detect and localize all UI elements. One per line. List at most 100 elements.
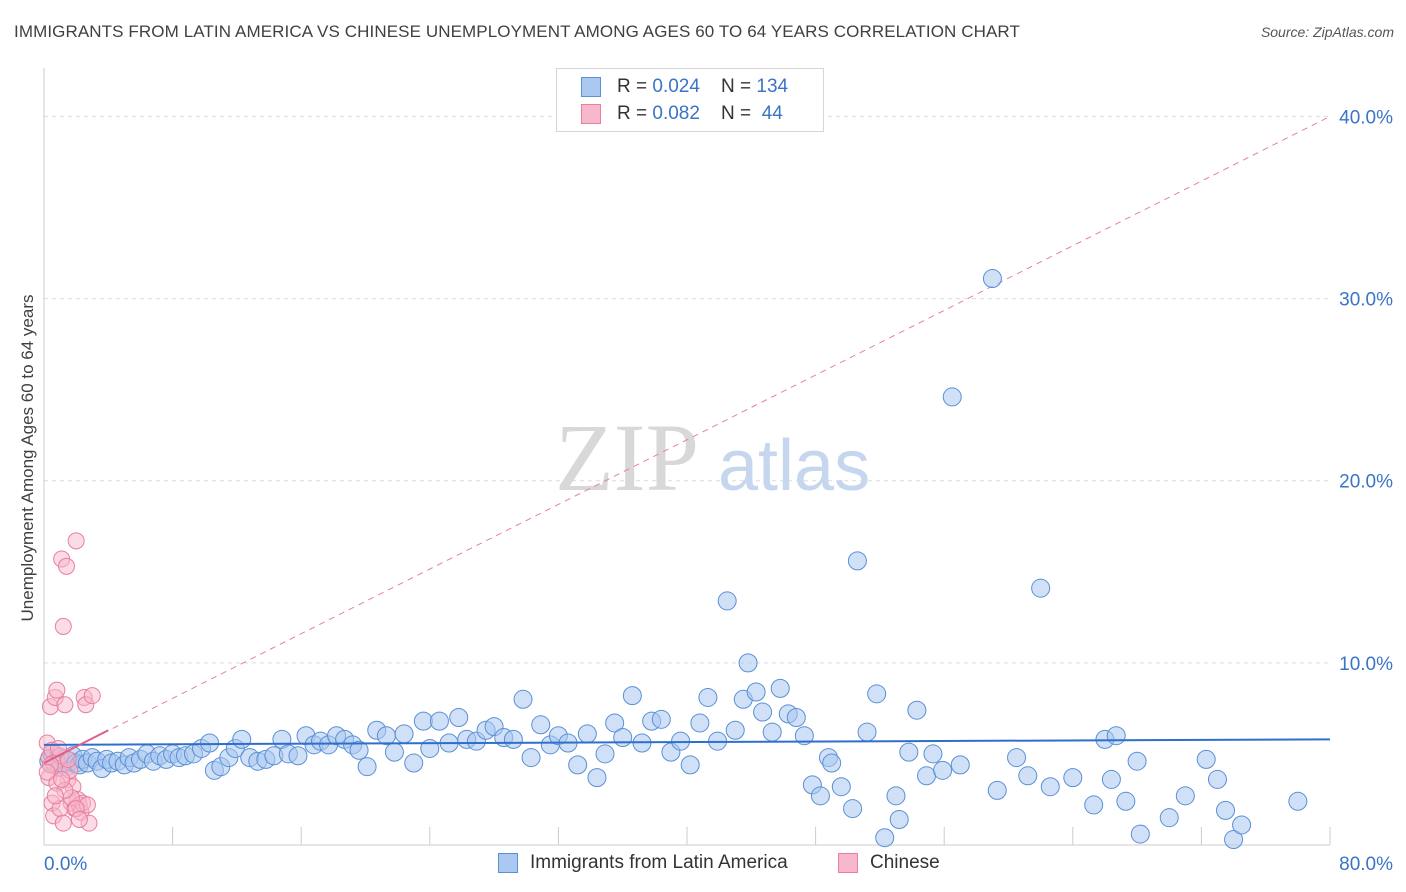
latin-america-point xyxy=(786,708,806,727)
latin-america-point xyxy=(1224,830,1244,850)
latin-america-point xyxy=(987,780,1007,800)
chinese-point xyxy=(83,687,101,705)
bottom-legend-label: Immigrants from Latin America xyxy=(530,852,788,873)
latin-america-point xyxy=(867,684,887,704)
latin-america-point xyxy=(1018,766,1038,786)
chinese-point xyxy=(54,814,72,832)
latin-america-point xyxy=(907,700,927,720)
latin-america-point xyxy=(613,728,633,748)
latin-america-point xyxy=(794,726,814,746)
data-points xyxy=(38,269,1331,850)
latin-america-point xyxy=(394,724,414,744)
chinese-point xyxy=(56,696,74,714)
watermark-atlas: atlas xyxy=(718,426,870,506)
latin-america-point xyxy=(1007,748,1027,768)
latin-america-trend-line xyxy=(43,738,1331,746)
latin-america-point xyxy=(1116,791,1136,811)
latin-america-point xyxy=(622,686,642,706)
latin-america-point xyxy=(1084,795,1104,815)
latin-america-point xyxy=(503,729,523,749)
latin-america-point xyxy=(1130,824,1150,844)
legend-swatch-blue xyxy=(581,77,601,97)
latin-america-point xyxy=(1031,578,1051,598)
latin-america-point xyxy=(449,708,469,727)
tick-labels: 10.0% 20.0% 30.0% 40.0% 0.0% 80.0% xyxy=(44,107,1393,875)
latin-america-point xyxy=(605,713,625,733)
legend-swatch-pink xyxy=(581,104,601,124)
latin-america-point xyxy=(577,724,597,744)
latin-america-point xyxy=(521,748,541,768)
latin-america-point xyxy=(923,744,943,764)
latin-america-point xyxy=(738,653,758,673)
latin-america-point xyxy=(762,722,782,742)
latin-america-point xyxy=(1175,786,1195,806)
latin-america-point xyxy=(933,760,953,780)
latin-america-point xyxy=(1232,815,1252,835)
latin-america-point xyxy=(413,711,433,731)
latin-america-point xyxy=(429,711,449,731)
latin-america-point xyxy=(1040,777,1060,797)
bottom-legend-swatch-pink xyxy=(838,853,858,873)
latin-america-point xyxy=(847,551,867,571)
latin-america-point xyxy=(232,729,252,749)
latin-america-point xyxy=(917,766,937,786)
legend-r-label: R = xyxy=(617,103,653,124)
latin-america-point xyxy=(770,678,790,698)
latin-america-point xyxy=(875,828,895,848)
latin-america-point xyxy=(1106,726,1126,746)
latin-america-point xyxy=(942,387,962,407)
latin-america-point xyxy=(717,591,737,611)
latin-america-point xyxy=(690,713,710,733)
legend-r-label: R = xyxy=(617,76,653,97)
watermark-zip: ZIP xyxy=(555,404,699,511)
chinese-point xyxy=(53,770,71,788)
latin-america-point xyxy=(753,702,773,722)
latin-america-point xyxy=(1063,768,1083,788)
latin-america-point xyxy=(1288,791,1308,811)
latin-america-point xyxy=(746,682,766,702)
latin-america-point xyxy=(1196,749,1216,769)
stats-legend: R = 0.024 N = 134 R = 0.082 N = 44 xyxy=(556,68,824,132)
x-tick-label: 80.0% xyxy=(1339,854,1393,875)
latin-america-point xyxy=(595,744,615,764)
latin-america-point xyxy=(349,740,369,760)
latin-america-point xyxy=(899,742,919,762)
legend-n-value: 44 xyxy=(756,103,783,124)
trend-lines xyxy=(43,115,1331,764)
grid-lines xyxy=(44,115,1330,664)
chart-title: IMMIGRANTS FROM LATIN AMERICA VS CHINESE… xyxy=(14,22,1020,41)
legend-r-value: 0.024 xyxy=(652,76,700,97)
latin-america-point xyxy=(982,269,1002,289)
latin-america-point xyxy=(843,799,863,819)
latin-america-point xyxy=(404,753,424,773)
y-tick-label: 20.0% xyxy=(1339,472,1393,493)
chinese-point xyxy=(49,739,67,757)
latin-america-point xyxy=(568,755,588,775)
legend-r-value: 0.082 xyxy=(652,103,700,124)
latin-america-point xyxy=(651,709,671,729)
latin-america-point xyxy=(587,768,607,788)
legend-n-label: N = xyxy=(721,103,757,124)
latin-america-point xyxy=(886,786,906,806)
bottom-legend-swatch-blue xyxy=(498,853,518,873)
latin-america-point xyxy=(531,715,551,735)
chinese-point xyxy=(46,787,64,805)
chinese-point xyxy=(38,763,56,781)
latin-america-point xyxy=(376,726,396,746)
latin-america-point xyxy=(513,689,533,709)
legend-n-label: N = xyxy=(721,76,757,97)
y-tick-label: 30.0% xyxy=(1339,290,1393,311)
chinese-extended-trend-line xyxy=(43,115,1331,764)
x-tick-label: 0.0% xyxy=(44,854,87,875)
latin-america-point xyxy=(698,687,718,707)
latin-america-point xyxy=(1207,769,1227,789)
latin-america-point xyxy=(288,746,308,766)
chinese-point xyxy=(48,681,66,699)
latin-america-point xyxy=(1216,800,1236,820)
latin-america-point xyxy=(1127,751,1147,771)
bottom-legend-label: Chinese xyxy=(870,852,940,873)
latin-america-point xyxy=(822,753,842,773)
chinese-point xyxy=(67,532,85,550)
latin-america-point xyxy=(1159,808,1179,828)
